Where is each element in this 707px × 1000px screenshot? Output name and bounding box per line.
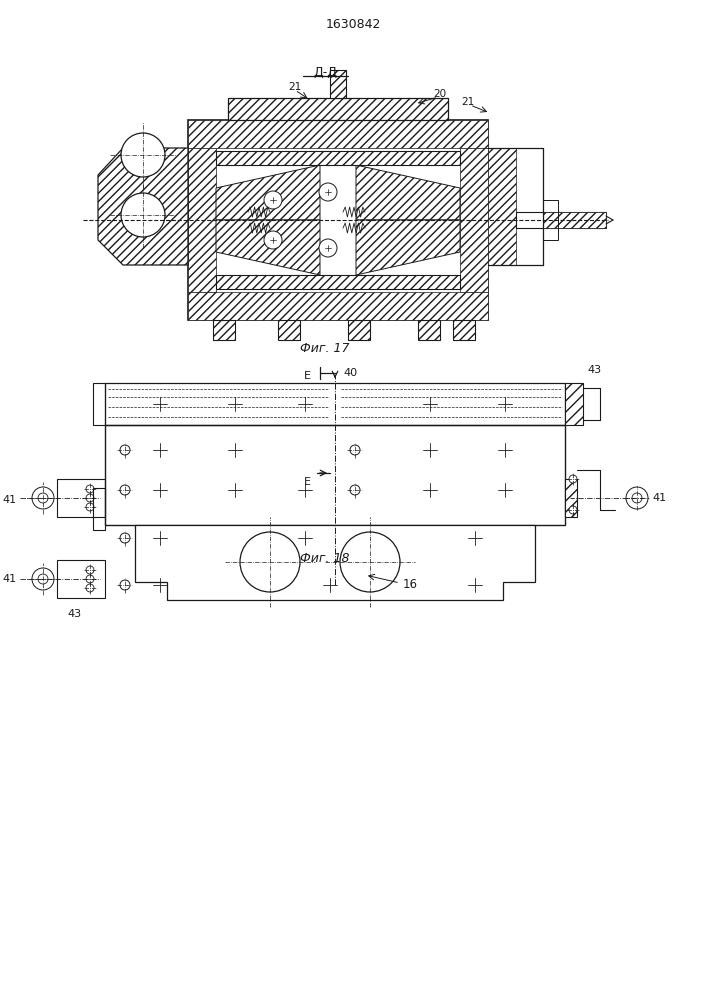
Polygon shape: [216, 220, 320, 275]
Bar: [188, 120, 488, 320]
Bar: [105, 383, 565, 425]
Circle shape: [38, 574, 48, 584]
Text: 21: 21: [288, 82, 302, 92]
Text: 43: 43: [68, 609, 82, 619]
Circle shape: [350, 485, 360, 495]
Circle shape: [632, 493, 642, 503]
Bar: [565, 383, 583, 425]
Bar: [57, 479, 105, 517]
Text: 41: 41: [3, 495, 17, 505]
Text: Д-Д: Д-Д: [313, 66, 337, 79]
Bar: [188, 120, 488, 148]
Bar: [543, 200, 558, 240]
Bar: [228, 98, 448, 120]
Text: 21: 21: [462, 97, 474, 107]
Polygon shape: [356, 165, 460, 220]
Text: 20: 20: [433, 89, 447, 99]
Text: 40: 40: [344, 368, 358, 378]
Circle shape: [86, 584, 94, 592]
Text: 41: 41: [653, 493, 667, 503]
Circle shape: [264, 191, 282, 209]
Bar: [278, 320, 300, 340]
Text: Фиг. 17: Фиг. 17: [300, 342, 350, 355]
Polygon shape: [98, 148, 188, 265]
Bar: [216, 151, 460, 165]
Bar: [565, 479, 577, 517]
Bar: [348, 320, 370, 340]
Circle shape: [121, 193, 165, 237]
Bar: [57, 560, 105, 598]
Circle shape: [120, 445, 130, 455]
Circle shape: [240, 532, 300, 592]
Bar: [93, 383, 105, 425]
Circle shape: [86, 566, 94, 574]
Circle shape: [86, 494, 94, 502]
Circle shape: [120, 533, 130, 543]
Circle shape: [38, 493, 48, 503]
Circle shape: [86, 485, 94, 493]
Circle shape: [120, 580, 130, 590]
Bar: [216, 275, 460, 289]
Circle shape: [626, 487, 648, 509]
Bar: [105, 425, 565, 525]
Bar: [543, 212, 606, 228]
Bar: [460, 148, 488, 292]
Text: E: E: [303, 371, 310, 381]
Text: 16: 16: [402, 578, 418, 591]
Text: 43: 43: [588, 365, 602, 375]
Circle shape: [32, 568, 54, 590]
Polygon shape: [356, 220, 460, 275]
Circle shape: [350, 445, 360, 455]
Bar: [488, 148, 516, 265]
Text: E: E: [303, 477, 310, 487]
Circle shape: [569, 506, 577, 514]
Circle shape: [264, 231, 282, 249]
Text: 41: 41: [3, 574, 17, 584]
Circle shape: [32, 487, 54, 509]
Bar: [516, 212, 606, 228]
Bar: [418, 320, 440, 340]
Circle shape: [86, 575, 94, 583]
Circle shape: [120, 485, 130, 495]
Circle shape: [319, 239, 337, 257]
Bar: [213, 320, 235, 340]
Circle shape: [319, 183, 337, 201]
Circle shape: [569, 475, 577, 483]
Text: Фиг. 18: Фиг. 18: [300, 552, 350, 564]
Bar: [188, 292, 488, 320]
Polygon shape: [216, 165, 320, 220]
Circle shape: [121, 133, 165, 177]
Bar: [188, 148, 216, 292]
Polygon shape: [135, 525, 535, 600]
Bar: [453, 320, 475, 340]
Circle shape: [340, 532, 400, 592]
Bar: [330, 70, 346, 98]
Circle shape: [86, 503, 94, 511]
Bar: [93, 488, 105, 530]
Text: 1630842: 1630842: [325, 18, 380, 31]
